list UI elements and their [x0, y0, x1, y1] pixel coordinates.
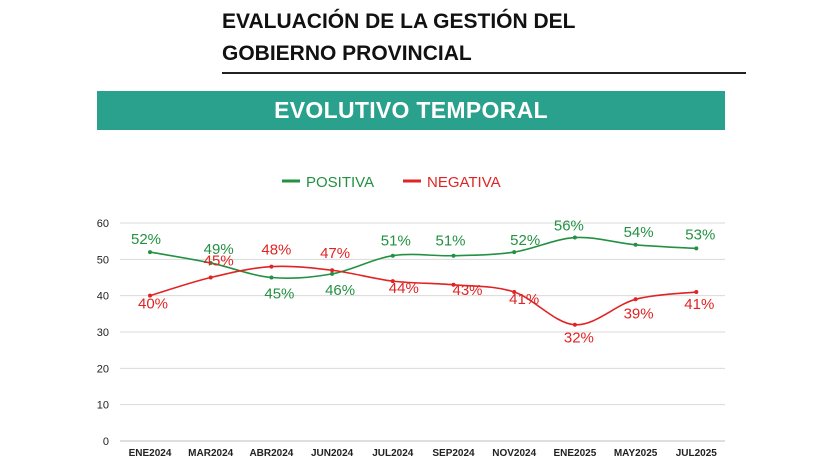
- y-axis-ticks: 0 10 20 30 40 50 60: [97, 218, 109, 448]
- data-label-positiva: 51%: [435, 233, 465, 250]
- data-point-negativa: [633, 297, 638, 302]
- data-point-positiva: [148, 250, 152, 255]
- data-point-positiva: [694, 246, 699, 251]
- data-point-positiva: [512, 250, 517, 255]
- data-label-positiva: 51%: [381, 233, 411, 250]
- y-tick-label: 20: [97, 363, 109, 375]
- data-label-positiva: 52%: [131, 231, 161, 248]
- x-tick-label: JUL2024: [372, 448, 414, 459]
- data-label-negativa: 32%: [564, 330, 594, 347]
- data-label-negativa: 48%: [261, 242, 291, 259]
- data-label-negativa: 44%: [389, 280, 419, 297]
- data-point-negativa: [694, 290, 699, 295]
- section-banner: EVOLUTIVO TEMPORAL: [97, 91, 725, 130]
- data-label-positiva: 56%: [554, 218, 584, 235]
- data-point-positiva: [572, 235, 577, 240]
- data-point-negativa: [269, 264, 274, 269]
- series: 52%49%45% 46%51% 51% 52%56% 54% 53%40%45%48% 4…: [131, 218, 715, 347]
- data-label-negativa: 41%: [509, 291, 539, 308]
- series-line-negativa: [149, 265, 697, 326]
- data-label-negativa: 45%: [204, 253, 234, 270]
- legend-label-positiva: POSITIVA: [306, 174, 374, 191]
- data-point-negativa: [512, 290, 517, 295]
- data-label-positiva: 49%: [204, 241, 234, 258]
- y-tick-label: 50: [97, 254, 109, 266]
- report-title-line-1: EVALUACIÓN DE LA GESTIÓN DEL: [222, 10, 576, 33]
- data-label-negativa: 47%: [320, 245, 350, 262]
- data-label-negativa: 43%: [452, 282, 482, 299]
- x-tick-label: ABR2024: [249, 448, 293, 459]
- data-label-negativa: 41%: [684, 296, 714, 313]
- x-tick-label: JUN2024: [311, 448, 354, 459]
- data-point-negativa: [572, 322, 577, 327]
- data-point-negativa: [390, 279, 395, 284]
- x-tick-label: NOV2024: [492, 448, 536, 459]
- grid-lines: [120, 222, 725, 442]
- report-title-line-2: GOBIERNO PROVINCIAL: [222, 42, 472, 65]
- data-point-negativa: [148, 293, 152, 298]
- x-tick-label: ENE2025: [553, 448, 596, 459]
- title-divider: [222, 72, 746, 74]
- y-tick-label: 10: [97, 400, 109, 412]
- data-point-positiva: [633, 242, 638, 247]
- series-line-positiva: [149, 236, 697, 280]
- report-title: EVALUACIÓN DE LA GESTIÓN DEL GOBIERNO PR…: [222, 6, 576, 70]
- y-tick-label: 0: [103, 436, 109, 448]
- y-tick-label: 30: [97, 327, 109, 339]
- data-point-negativa: [451, 282, 456, 287]
- data-label-negativa: 40%: [138, 296, 168, 313]
- data-point-negativa: [208, 275, 213, 280]
- y-tick-label: 40: [97, 291, 109, 303]
- data-point-positiva: [330, 271, 335, 276]
- data-point-positiva: [208, 260, 213, 265]
- data-label-positiva: 52%: [510, 232, 540, 249]
- data-label-negativa: 39%: [624, 305, 654, 322]
- legend-label-negativa: NEGATIVA: [427, 174, 501, 191]
- y-tick-label: 60: [97, 218, 109, 230]
- x-tick-label: MAY2025: [614, 448, 658, 459]
- data-point-positiva: [269, 275, 274, 280]
- data-label-positiva: 54%: [624, 224, 654, 241]
- data-label-positiva: 46%: [325, 282, 355, 299]
- data-point-positiva: [390, 253, 395, 258]
- legend: POSITIVA NEGATIVA: [282, 174, 501, 191]
- x-tick-label: SEP2024: [432, 448, 475, 459]
- data-label-positiva: 53%: [685, 226, 715, 243]
- x-tick-label: ENE2024: [129, 448, 172, 459]
- data-point-negativa: [330, 268, 335, 273]
- data-point-positiva: [451, 253, 456, 258]
- x-axis-ticks: ENE2024 MAR2024 ABR2024 JUN2024 JUL2024 SEP20…: [129, 448, 718, 459]
- data-label-positiva: 45%: [264, 286, 294, 303]
- x-tick-label: JUL2025: [676, 448, 718, 459]
- x-tick-label: MAR2024: [188, 448, 233, 459]
